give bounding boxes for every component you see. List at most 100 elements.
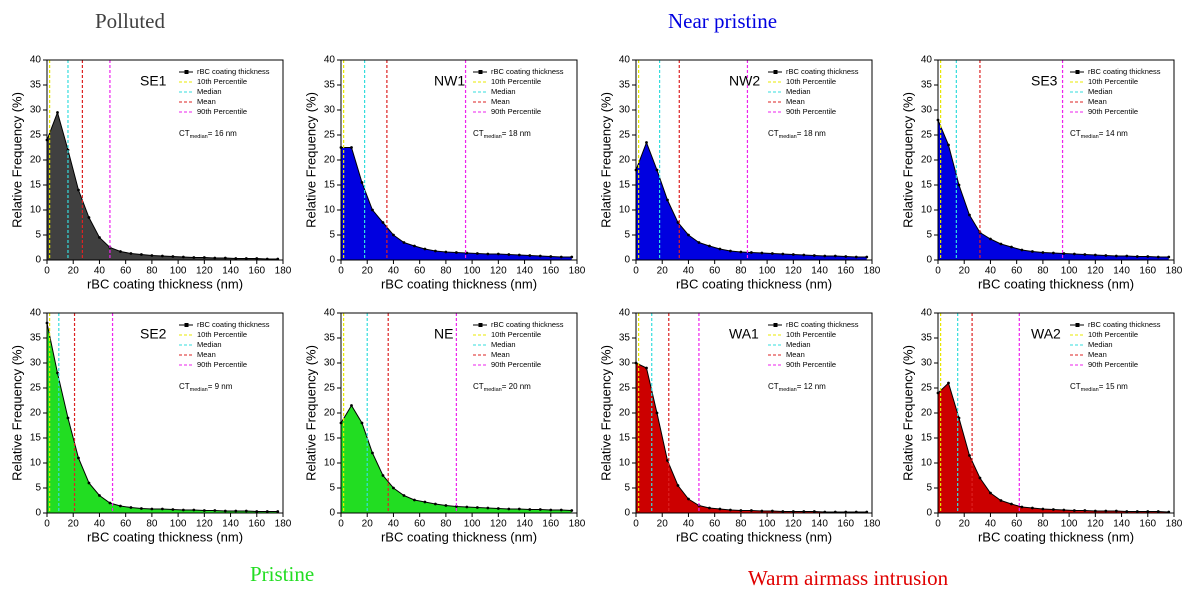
marker (676, 221, 680, 224)
marker (1083, 253, 1087, 256)
legend-label: Mean (491, 350, 510, 359)
marker (381, 474, 385, 477)
annotation-main: CT (768, 382, 779, 391)
marker (202, 509, 206, 512)
x-tick-label: 120 (490, 519, 507, 530)
x-tick-label: 180 (864, 266, 881, 277)
x-tick-label: 120 (785, 266, 802, 277)
x-tick-label: 100 (1061, 266, 1078, 277)
x-tick-label: 100 (464, 266, 481, 277)
annotation-sub: median (779, 134, 797, 140)
legend-label: 10th Percentile (491, 77, 541, 86)
x-tick-label: 80 (735, 266, 747, 277)
x-tick-label: 160 (248, 519, 265, 530)
marker (434, 502, 437, 506)
x-tick-label: 180 (275, 519, 292, 530)
y-tick-label: 20 (30, 408, 42, 419)
marker (244, 509, 248, 513)
y-tick-label: 20 (619, 155, 631, 166)
y-tick-label: 0 (926, 255, 932, 266)
y-tick-label: 0 (329, 255, 335, 266)
marker (957, 416, 961, 420)
annotation-rest: = 15 nm (1099, 382, 1128, 391)
marker (1093, 253, 1097, 257)
y-tick-label: 5 (329, 483, 335, 494)
panel-title: WA2 (1031, 326, 1061, 342)
plot-frame (635, 59, 873, 261)
marker (66, 416, 70, 420)
x-tick-label: 20 (68, 519, 80, 530)
marker (1020, 248, 1024, 252)
marker (999, 499, 1003, 502)
legend-label: 10th Percentile (786, 330, 836, 339)
x-axis-label: rBC coating thickness (nm) (978, 529, 1134, 544)
x-tick-label: 20 (657, 266, 669, 277)
marker (1083, 509, 1087, 512)
marker (645, 141, 648, 144)
legend-label: rBC coating thickness (786, 320, 859, 329)
y-tick-label: 25 (921, 383, 933, 394)
annotation-main: CT (473, 129, 484, 138)
group-label: Pristine (250, 562, 314, 586)
marker (729, 249, 732, 253)
annotation: CTmedian= 9 nm (179, 382, 233, 393)
x-tick-label: 80 (146, 519, 158, 530)
marker (108, 501, 112, 505)
area (47, 323, 278, 513)
x-axis-label: rBC coating thickness (nm) (978, 276, 1134, 291)
marker (507, 253, 511, 256)
y-tick-label: 10 (921, 205, 933, 216)
marker (687, 497, 690, 501)
annotation-sub: median (484, 387, 502, 393)
y-axis-label: Relative Frequency (%) (9, 345, 24, 481)
y-tick-label: 30 (921, 105, 933, 116)
legend-label: Median (197, 87, 222, 96)
x-axis-label: rBC coating thickness (nm) (381, 276, 537, 291)
group-label: Warm airmass intrusion (748, 566, 949, 590)
area (341, 147, 572, 260)
x-tick-label: 0 (338, 519, 344, 530)
x-tick-label: 0 (935, 519, 941, 530)
x-tick-label: 180 (864, 519, 881, 530)
legend-label: Mean (1088, 350, 1107, 359)
marker (392, 486, 395, 490)
marker (770, 252, 774, 255)
annotation: CTmedian= 12 nm (768, 382, 826, 393)
legend-marker (478, 70, 483, 74)
y-tick-label: 40 (30, 55, 42, 66)
marker (77, 188, 80, 192)
marker (465, 505, 469, 509)
marker (87, 216, 91, 219)
x-tick-label: 60 (414, 519, 426, 530)
marker (760, 509, 764, 513)
marker (697, 241, 701, 244)
x-tick-label: 140 (222, 519, 239, 530)
area (938, 383, 1169, 513)
legend-marker (1075, 70, 1080, 74)
legend-label: Median (1088, 87, 1113, 96)
marker (265, 510, 269, 513)
y-tick-label: 25 (619, 130, 631, 141)
marker (791, 510, 795, 513)
marker (171, 255, 175, 258)
marker (559, 255, 563, 259)
marker (129, 506, 133, 509)
marker (978, 476, 982, 480)
marker (781, 252, 785, 256)
annotation: CTmedian= 14 nm (1070, 129, 1128, 140)
marker (833, 254, 837, 258)
x-tick-label: 80 (735, 519, 747, 530)
plot-frame (340, 312, 578, 514)
x-tick-label: 0 (633, 519, 639, 530)
y-tick-label: 15 (619, 180, 631, 191)
panel-title: SE1 (140, 73, 167, 89)
panel-title: NW2 (729, 73, 760, 89)
x-tick-label: 20 (68, 266, 80, 277)
marker (1135, 510, 1139, 513)
legend-label: Median (197, 340, 222, 349)
y-tick-label: 40 (619, 55, 631, 66)
marker (475, 506, 479, 509)
x-tick-label: 20 (657, 519, 669, 530)
marker (87, 481, 91, 485)
annotation-main: CT (179, 129, 190, 138)
